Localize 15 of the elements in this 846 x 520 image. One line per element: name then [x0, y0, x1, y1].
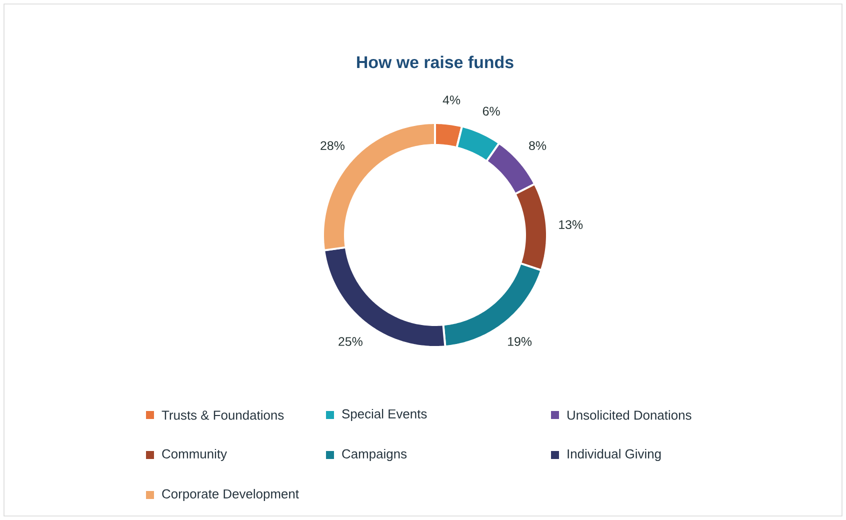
legend-label: Special Events: [342, 408, 427, 422]
data-label: 6%: [482, 106, 500, 116]
data-label: 4%: [442, 96, 460, 104]
data-label: 8%: [529, 141, 546, 150]
data-label: 25%: [338, 337, 362, 346]
legend-label: Campaigns: [342, 448, 407, 462]
chart-title: How we raise funds: [357, 56, 514, 68]
data-label: 19%: [508, 337, 532, 346]
legend-label: Individual Giving: [568, 448, 661, 462]
data-label: 13%: [559, 220, 583, 230]
legend-label: Community: [162, 448, 227, 462]
legend-label: Unsolicited Donations: [568, 410, 692, 420]
legend-label: Corporate Development: [162, 488, 299, 502]
legend-label: Trusts & Foundations: [162, 410, 284, 420]
data-label: 28%: [320, 141, 344, 150]
